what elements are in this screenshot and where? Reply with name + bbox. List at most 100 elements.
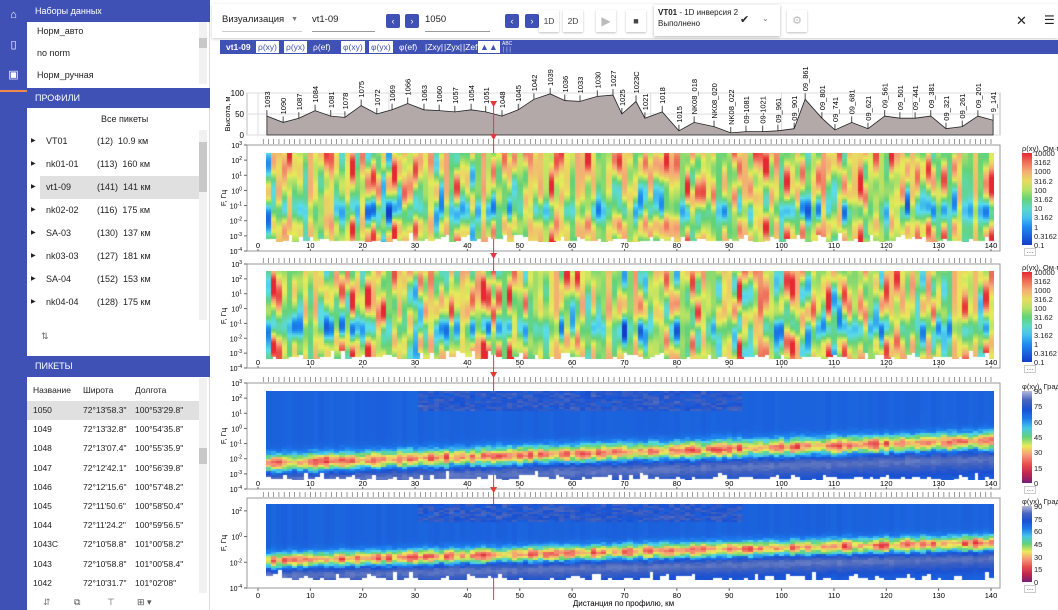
home-icon[interactable]: ⌂ [10,9,17,21]
dataset-item[interactable]: no norm [37,48,71,58]
column-header-lat[interactable]: Широта [83,385,114,395]
expand-icon[interactable]: ▶ [31,299,36,305]
tab-component[interactable]: |Zyx| [444,42,463,52]
sort-icon[interactable]: ⇅ [41,331,49,341]
datasets-scrollbar[interactable] [199,22,207,84]
profile-stats: (127) 181 км [97,245,151,268]
station-label: 09-1021 [759,96,768,124]
profile-count: (130) [97,228,119,238]
expand-icon[interactable]: ▶ [31,230,36,236]
settings-gear-icon[interactable]: ⚙ [787,10,807,32]
picket-cell: 1042 [33,577,52,588]
stop-button[interactable]: ■ [626,10,646,32]
column-header-lon[interactable]: Долгота [135,385,167,395]
expand-icon[interactable]: ▶ [31,276,36,282]
status-title: VT01 [658,8,678,17]
columns-icon[interactable]: ⊞ ▾ [137,597,152,607]
tab-component[interactable]: ρ(xy) [256,41,279,53]
colorbar-gradient [1022,272,1032,362]
expand-icon[interactable]: ▶ [31,161,36,167]
picket-row[interactable]: 1043C 72°10'58.8" 101°00'58.2" [27,535,200,554]
sort-order-icon[interactable]: ⇵ [43,597,51,607]
picket-row[interactable]: 1047 72°12'42.1" 100°56'39.8" [27,459,200,478]
tab-component[interactable]: ρ(ef) [313,42,331,52]
tab-component[interactable]: φ(xy) [341,41,365,53]
colorbar-options-button[interactable]: … [1024,365,1036,373]
tab-component[interactable]: φ(yx) [369,41,393,53]
heatmap-canvas[interactable] [265,152,994,242]
picket-cell: 72°10'58.8" [83,558,127,569]
tools-icon[interactable]: ✕ [1016,13,1027,28]
colorbar-tick-label: 100 [1034,185,1047,195]
column-header-name[interactable]: Название [33,385,71,395]
station-label: 1060 [435,86,444,103]
colorbar-options-button[interactable]: … [1024,248,1036,256]
picket-row[interactable]: 1042 72°10'31.7" 101°02'08" [27,574,200,593]
copy-icon[interactable]: ⧉ [74,597,81,607]
picket-row[interactable]: 1048 72°13'07.4" 100°55'35.9" [27,439,200,458]
x-tick-label: 140 [985,479,998,488]
dataset-item[interactable]: Норм_авто [37,26,84,36]
profile-row[interactable]: ▶ nk02-02 (116) 175 км [27,199,200,222]
next-profile-button[interactable]: › [405,14,419,28]
profile-input[interactable]: vt1-09 [312,12,375,32]
picket-row[interactable]: 1045 72°11'50.6" 100°58'50.4" [27,497,200,516]
topography-toggle-icon[interactable]: ▲▲ [478,41,500,53]
heatmap-canvas[interactable] [265,271,994,360]
play-button[interactable]: ▶ [596,10,616,32]
profile-name: VT01 [46,136,68,146]
task-status-card[interactable]: VT01 - 1D инверсия 2 Выполнено ✔ ⌄ [654,5,780,36]
expand-icon[interactable]: ▶ [31,184,36,190]
heatmap-canvas[interactable] [265,504,994,581]
tab-component[interactable]: |Zxy| [425,42,444,52]
list-settings-icon[interactable]: ☰ [1044,13,1055,27]
colorbar-tick-label: 31.62 [1034,313,1053,322]
prev-profile-button[interactable]: ‹ [386,14,400,28]
profile-icon[interactable]: ▣ [8,69,19,81]
profile-row[interactable]: ▶ nk01-01 (113) 160 км [27,153,200,176]
profile-row[interactable]: ▶ vt1-09 (141) 141 км [31,176,200,199]
colorbar-options-button[interactable]: … [1024,486,1036,494]
profiles-scrollbar[interactable] [199,130,207,320]
profile-row[interactable]: ▶ nk04-04 (128) 175 км [27,291,200,314]
picket-row[interactable]: 1043 72°10'58.8" 101°00'58.4" [27,555,200,574]
expand-icon[interactable]: ▶ [31,207,36,213]
profile-row[interactable]: ▶ nk03-03 (127) 181 км [27,245,200,268]
chevron-down-icon[interactable]: ⌄ [762,14,769,23]
pickets-scrollbar[interactable] [199,378,207,593]
profile-row[interactable]: ▶ SA-04 (152) 153 км [27,268,200,291]
dataset-item[interactable]: Норм_ручная [37,70,94,80]
expand-icon[interactable]: ▶ [31,253,36,259]
mode-select[interactable]: Визуализация ▼ [222,12,302,32]
x-tick-label: 140 [985,358,998,367]
2d-button[interactable]: 2D [563,10,583,32]
all-pickets-label[interactable]: Все пикеты [101,114,149,124]
profile-row[interactable]: ▶ SA-03 (130) 137 км [27,222,200,245]
profile-row[interactable]: ▶ VT01 (12) 10.9 км [27,130,200,153]
labels-toggle-icon[interactable]: ABC │││ [502,41,513,53]
colorbar-tick-label: 0.3162 [1034,349,1057,358]
tab-component[interactable]: φ(ef) [399,42,418,52]
picket-row[interactable]: 1050 72°13'58.3" 100°53'29.8" [27,401,200,420]
station-label: 1054 [467,85,476,102]
x-tick-label: 90 [725,241,733,250]
1d-button[interactable]: 1D [539,10,559,32]
picket-row[interactable]: 1044 72°11'24.2" 100°59'56.5" [27,516,200,535]
picket-cell: 1046 [33,481,52,492]
colorbar-tick-label: 3162 [1034,277,1051,286]
x-tick-label: 120 [880,479,893,488]
tab-component[interactable]: |Zef| [463,42,480,52]
heatmap-canvas[interactable] [265,390,994,480]
picket-input[interactable]: 1050 [425,12,490,32]
picket-row[interactable]: 1046 72°12'15.6" 100°57'48.2" [27,478,200,497]
picket-row[interactable]: 1049 72°13'32.8" 100°54'35.8" [27,420,200,439]
profiles-header: ПРОФИЛИ [27,88,210,108]
tab-component[interactable]: ρ(yx) [284,41,307,53]
prev-picket-button[interactable]: ‹ [505,14,519,28]
colorbar-options-button[interactable]: … [1024,585,1036,593]
pickets-column-headers: Название Широта Долгота [27,381,200,400]
next-picket-button[interactable]: › [525,14,539,28]
expand-icon[interactable]: ▶ [31,138,36,144]
filter-icon[interactable]: ⊤ [107,597,115,607]
map-icon[interactable]: ▯ [10,39,17,51]
